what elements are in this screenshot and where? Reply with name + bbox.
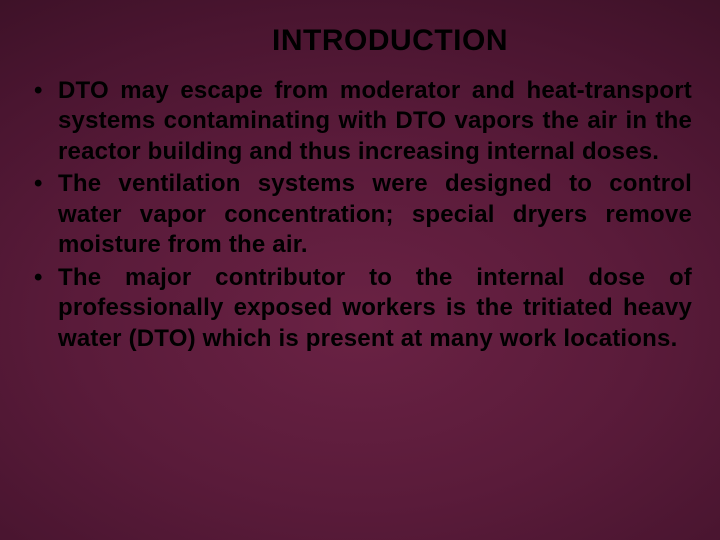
bullet-item: The major contributor to the internal do… <box>32 263 692 354</box>
bullet-item: DTO may escape from moderator and heat-t… <box>32 76 692 167</box>
slide-container: INTRODUCTION DTO may escape from moderat… <box>0 0 720 540</box>
bullet-list: DTO may escape from moderator and heat-t… <box>28 76 692 354</box>
slide-title: INTRODUCTION <box>88 24 692 58</box>
bullet-item: The ventilation systems were designed to… <box>32 169 692 260</box>
